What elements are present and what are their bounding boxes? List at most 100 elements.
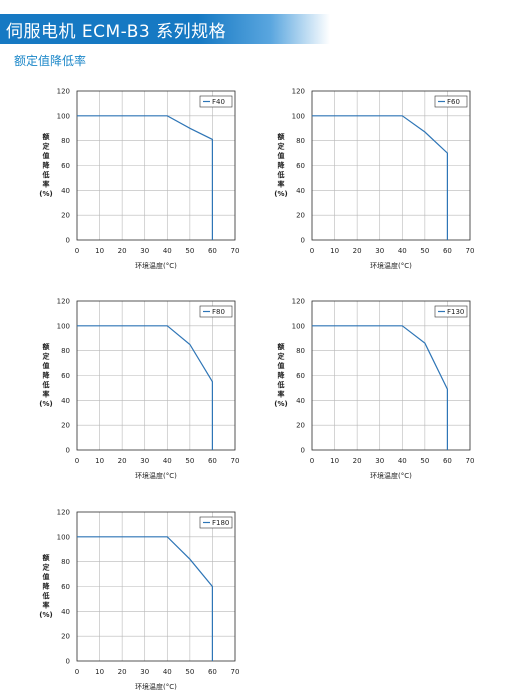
y-tick-label: 120: [292, 298, 305, 306]
y-tick-label: 80: [61, 558, 70, 566]
x-tick-label: 20: [353, 457, 362, 465]
y-axis-label: 降: [278, 161, 286, 170]
y-tick-label: 100: [57, 112, 70, 120]
y-axis-label: 额: [42, 132, 50, 141]
series-line-f180: [77, 536, 213, 661]
y-tick-label: 0: [66, 658, 70, 666]
y-axis-label: 低: [277, 170, 285, 179]
y-axis-label: 额: [42, 342, 50, 351]
y-axis-label: 定: [43, 563, 50, 572]
series-line-f130: [312, 325, 448, 450]
x-tick-label: 70: [231, 457, 240, 465]
x-tick-label: 50: [185, 247, 194, 255]
y-tick-label: 0: [66, 237, 70, 245]
legend-box: [434, 305, 468, 318]
x-tick-label: 0: [310, 247, 314, 255]
chart-f80: 0 10 20 30 40 50 60 70 0 20 40 60 80 100 120 环境温度(°C) 额定…: [39, 298, 239, 481]
plot-frame: [76, 511, 236, 662]
x-tick-label: 60: [208, 668, 217, 676]
legend-label: F130: [447, 308, 464, 316]
y-tick-label: 60: [61, 583, 70, 591]
y-axis-label: 率: [278, 390, 285, 399]
x-tick-label: 0: [75, 668, 79, 676]
x-tick-label: 20: [118, 457, 127, 465]
x-axis-label: 环境温度(°C): [135, 261, 177, 270]
x-tick-label: 40: [398, 457, 407, 465]
y-tick-label: 100: [292, 322, 305, 330]
y-axis-label: 额: [277, 342, 285, 351]
y-tick-label: 80: [296, 137, 305, 145]
x-tick-label: 20: [353, 247, 362, 255]
x-tick-label: 30: [140, 457, 149, 465]
y-tick-label: 20: [61, 212, 70, 220]
x-tick-label: 30: [375, 457, 384, 465]
y-axis-label: 值: [278, 151, 285, 160]
x-tick-label: 50: [420, 247, 429, 255]
x-tick-label: 10: [330, 457, 339, 465]
page-subtitle: 额定值降低率: [14, 54, 87, 68]
y-axis-label: 值: [43, 572, 50, 581]
x-tick-label: 70: [231, 247, 240, 255]
legend-box: [199, 516, 233, 529]
y-tick-label: 100: [57, 533, 70, 541]
y-axis-label: 低: [277, 380, 285, 389]
legend-label: F80: [212, 308, 225, 316]
y-tick-label: 60: [296, 372, 305, 380]
y-tick-label: 0: [301, 237, 305, 245]
y-axis-label: 降: [43, 161, 51, 170]
y-axis-label: 低: [42, 170, 50, 179]
x-tick-label: 30: [375, 247, 384, 255]
x-tick-label: 0: [75, 247, 79, 255]
x-tick-label: 0: [310, 457, 314, 465]
plot-frame: [76, 300, 236, 451]
y-axis-label: 值: [43, 361, 50, 370]
y-axis-label: 降: [278, 371, 286, 380]
y-tick-label: 100: [292, 112, 305, 120]
y-tick-label: 40: [61, 608, 70, 616]
x-axis-label: 环境温度(°C): [370, 261, 412, 270]
x-tick-label: 30: [140, 247, 149, 255]
x-tick-label: 50: [420, 457, 429, 465]
y-tick-label: 80: [296, 347, 305, 355]
y-axis-label: 率: [43, 390, 50, 399]
x-axis-label: 环境温度(°C): [135, 682, 177, 691]
y-tick-label: 20: [61, 422, 70, 430]
y-tick-label: 20: [296, 422, 305, 430]
y-tick-label: 40: [61, 187, 70, 195]
y-axis-label: 率: [43, 601, 50, 610]
legend-box: [199, 95, 233, 108]
y-tick-label: 120: [57, 509, 70, 517]
title-banner: 伺服电机 ECM-B3 系列规格: [0, 14, 330, 44]
x-tick-label: 40: [163, 247, 172, 255]
page-title: 伺服电机 ECM-B3 系列规格: [6, 22, 227, 42]
y-axis-label: (%): [274, 190, 287, 198]
y-tick-label: 120: [292, 88, 305, 96]
y-axis-label: (%): [39, 611, 52, 619]
y-tick-label: 80: [61, 137, 70, 145]
x-tick-label: 40: [163, 668, 172, 676]
y-tick-label: 100: [57, 322, 70, 330]
y-tick-label: 120: [57, 298, 70, 306]
x-tick-label: 60: [443, 247, 452, 255]
chart-f60: 0 10 20 30 40 50 60 70 0 20 40 60 80 100 120 环境温度(°C) 额定…: [274, 88, 474, 271]
y-axis-label: 低: [42, 380, 50, 389]
legend-label: F60: [447, 98, 460, 106]
y-tick-label: 0: [66, 447, 70, 455]
y-axis-label: 降: [43, 371, 51, 380]
y-axis-label: 率: [278, 180, 285, 189]
x-tick-label: 20: [118, 668, 127, 676]
series-line-f80: [77, 325, 213, 450]
x-tick-label: 10: [95, 668, 104, 676]
x-tick-label: 40: [398, 247, 407, 255]
y-axis-label: (%): [39, 190, 52, 198]
x-tick-label: 0: [75, 457, 79, 465]
x-tick-label: 70: [466, 247, 475, 255]
x-tick-label: 60: [208, 247, 217, 255]
y-axis-label: (%): [39, 400, 52, 408]
y-tick-label: 20: [296, 212, 305, 220]
y-tick-label: 40: [296, 397, 305, 405]
x-axis-label: 环境温度(°C): [370, 471, 412, 480]
y-axis-label: 率: [43, 180, 50, 189]
plot-frame: [311, 300, 471, 451]
legend-box: [199, 305, 233, 318]
